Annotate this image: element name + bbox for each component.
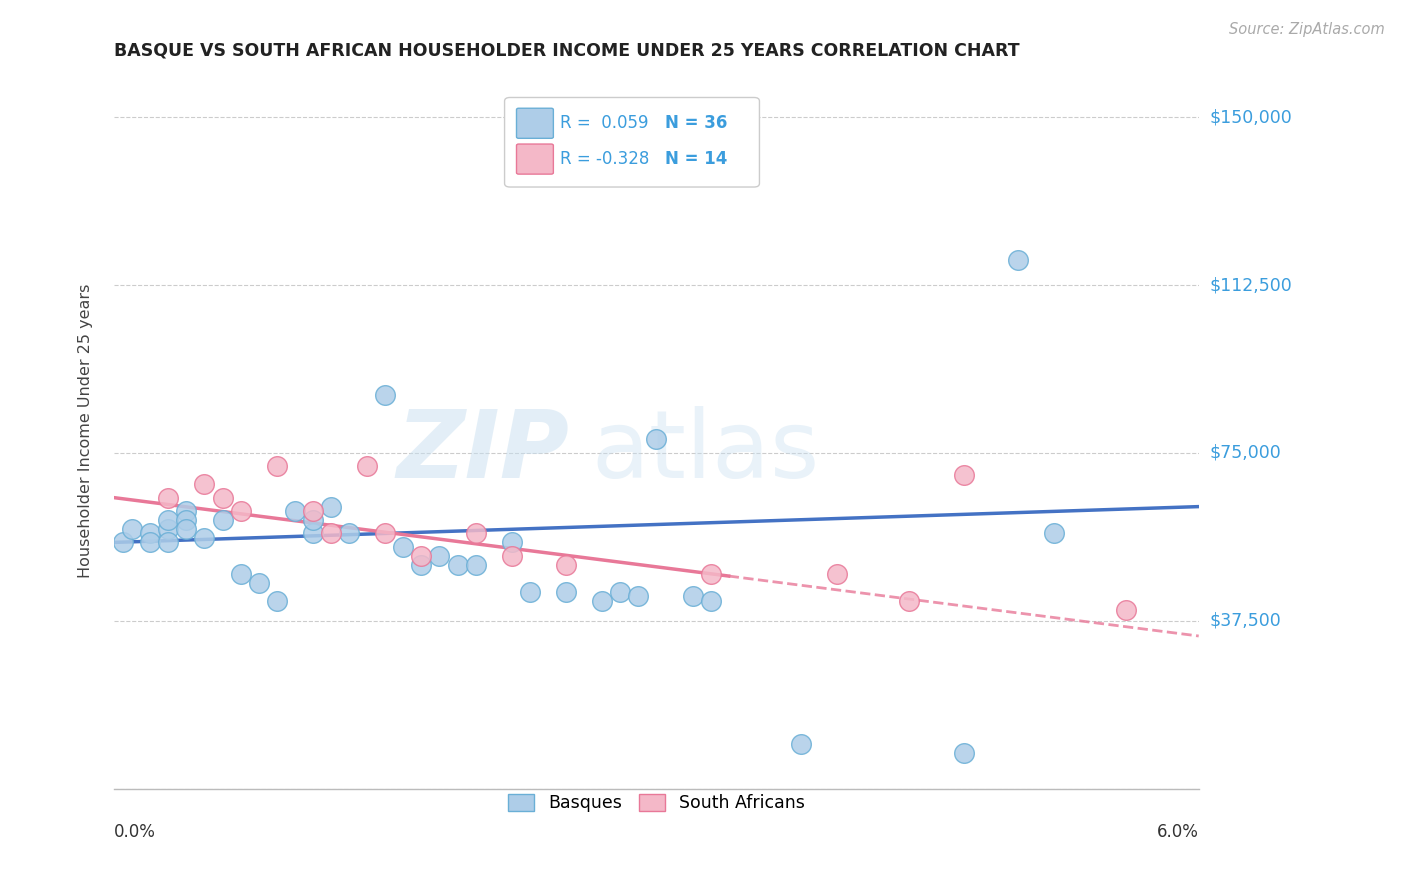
Text: atlas: atlas bbox=[592, 406, 820, 498]
Point bbox=[284, 504, 307, 518]
Point bbox=[952, 746, 974, 760]
Point bbox=[302, 504, 325, 518]
Point bbox=[247, 575, 270, 590]
Point bbox=[112, 535, 135, 549]
Point bbox=[374, 387, 396, 401]
Point bbox=[825, 566, 848, 581]
Point bbox=[1043, 526, 1066, 541]
Point bbox=[337, 526, 360, 541]
Point bbox=[898, 593, 921, 607]
Point bbox=[319, 526, 342, 541]
Point bbox=[302, 526, 325, 541]
Point bbox=[790, 737, 813, 751]
Text: Source: ZipAtlas.com: Source: ZipAtlas.com bbox=[1229, 22, 1385, 37]
Point bbox=[392, 540, 415, 554]
Point bbox=[555, 584, 578, 599]
Point bbox=[519, 584, 541, 599]
Point bbox=[699, 593, 721, 607]
Point bbox=[319, 500, 342, 514]
Point bbox=[501, 549, 523, 563]
Point bbox=[682, 589, 704, 603]
Point bbox=[609, 584, 631, 599]
Text: N = 14: N = 14 bbox=[665, 150, 727, 168]
Point bbox=[302, 513, 325, 527]
FancyBboxPatch shape bbox=[516, 144, 554, 174]
Y-axis label: Householder Income Under 25 years: Householder Income Under 25 years bbox=[79, 284, 93, 578]
Point bbox=[157, 535, 180, 549]
Point bbox=[229, 504, 252, 518]
Text: R =  0.059: R = 0.059 bbox=[560, 114, 648, 132]
FancyBboxPatch shape bbox=[505, 97, 759, 187]
Point bbox=[176, 513, 198, 527]
Point bbox=[356, 459, 378, 474]
Point bbox=[464, 558, 486, 572]
Point bbox=[446, 558, 468, 572]
Point bbox=[193, 477, 215, 491]
Text: $75,000: $75,000 bbox=[1209, 444, 1282, 462]
Point bbox=[1115, 602, 1137, 616]
Point bbox=[591, 593, 613, 607]
Text: $150,000: $150,000 bbox=[1209, 108, 1292, 126]
Point bbox=[266, 593, 288, 607]
Text: N = 36: N = 36 bbox=[665, 114, 727, 132]
Point bbox=[157, 522, 180, 536]
Point bbox=[266, 459, 288, 474]
Point bbox=[211, 491, 233, 505]
Point bbox=[193, 531, 215, 545]
Point bbox=[411, 549, 433, 563]
Text: ZIP: ZIP bbox=[396, 406, 569, 498]
Text: BASQUE VS SOUTH AFRICAN HOUSEHOLDER INCOME UNDER 25 YEARS CORRELATION CHART: BASQUE VS SOUTH AFRICAN HOUSEHOLDER INCO… bbox=[114, 42, 1019, 60]
Legend: Basques, South Africans: Basques, South Africans bbox=[501, 787, 811, 820]
Text: 0.0%: 0.0% bbox=[114, 823, 156, 841]
Text: 6.0%: 6.0% bbox=[1157, 823, 1199, 841]
Point bbox=[374, 526, 396, 541]
Point bbox=[139, 526, 162, 541]
Point bbox=[627, 589, 650, 603]
Point bbox=[157, 513, 180, 527]
Point bbox=[229, 566, 252, 581]
Point bbox=[501, 535, 523, 549]
Point bbox=[645, 433, 668, 447]
Point bbox=[157, 491, 180, 505]
Text: $37,500: $37,500 bbox=[1209, 612, 1282, 630]
Point bbox=[411, 558, 433, 572]
FancyBboxPatch shape bbox=[516, 108, 554, 138]
Point bbox=[1007, 253, 1029, 268]
Point bbox=[176, 522, 198, 536]
Point bbox=[429, 549, 451, 563]
Point bbox=[139, 535, 162, 549]
Point bbox=[176, 504, 198, 518]
Point bbox=[952, 468, 974, 483]
Text: $112,500: $112,500 bbox=[1209, 276, 1292, 294]
Text: R = -0.328: R = -0.328 bbox=[560, 150, 650, 168]
Point bbox=[699, 566, 721, 581]
Point bbox=[121, 522, 143, 536]
Point bbox=[211, 513, 233, 527]
Point bbox=[555, 558, 578, 572]
Point bbox=[464, 526, 486, 541]
